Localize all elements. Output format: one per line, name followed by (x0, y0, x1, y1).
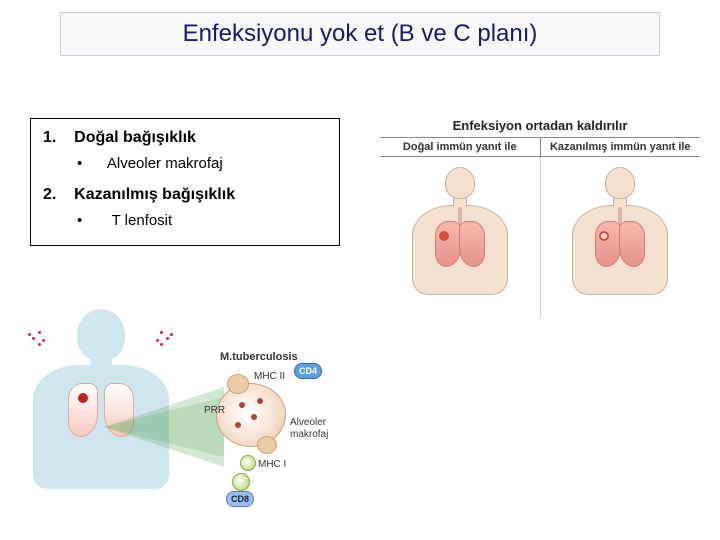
fig-acquired (541, 157, 701, 317)
label-mhc2: MHC II (254, 371, 285, 382)
subtext-2: T lenfosit (112, 212, 173, 229)
torso-innate (405, 167, 515, 307)
macrophage-cell-icon (216, 383, 286, 447)
immunity-list-box: 1. Doğal bağışıklık • Alveoler makrofaj … (30, 118, 340, 246)
text-1: Doğal bağışıklık (74, 129, 196, 146)
title-bar: Enfeksiyonu yok et (B ve C planı) (60, 12, 660, 56)
cd4-badge: CD4 (294, 363, 322, 379)
torso-acquired (565, 167, 675, 307)
col-acquired: Kazanılmış immün yanıt ile (541, 138, 701, 156)
list-item-2: 2. Kazanılmış bağışıklık (43, 186, 327, 204)
pathway-diagram: CD4 CD8 M.tuberculosis MHC II PRR Alveol… (26, 305, 366, 513)
tcell-icon (240, 455, 256, 471)
text-2: Kazanılmış bağışıklık (74, 186, 235, 203)
clearance-figures (380, 157, 700, 317)
cd8-badge: CD8 (226, 491, 254, 507)
label-makrofaj: makrofaj (290, 429, 328, 440)
col-innate: Doğal immün yanıt ile (380, 138, 541, 156)
label-prr: PRR (204, 405, 225, 416)
bullet-1: • (77, 155, 91, 172)
aerosol-right-icon (156, 329, 178, 351)
clearance-heading: Enfeksiyon ortadan kaldırılır (380, 118, 700, 137)
clearance-panel: Enfeksiyon ortadan kaldırılır Doğal immü… (380, 118, 700, 317)
aerosol-left-icon (24, 329, 46, 351)
list-sub-1: • Alveoler makrofaj (77, 155, 327, 172)
list-item-1: 1. Doğal bağışıklık (43, 129, 327, 147)
clearance-columns: Doğal immün yanıt ile Kazanılmış immün y… (380, 137, 700, 157)
subtext-1: Alveoler makrofaj (107, 155, 223, 172)
page-title: Enfeksiyonu yok et (B ve C planı) (183, 20, 538, 48)
bullet-2: • (77, 212, 91, 229)
fig-innate (380, 157, 541, 317)
label-mhc1: MHC I (258, 459, 286, 470)
list-sub-2: • T lenfosit (77, 212, 327, 229)
label-alveoler: Alveoler (290, 417, 326, 428)
tcell-icon-2 (232, 473, 250, 491)
label-mtb: M.tuberculosis (220, 351, 298, 363)
num-2: 2. (43, 186, 56, 203)
num-1: 1. (43, 129, 56, 146)
